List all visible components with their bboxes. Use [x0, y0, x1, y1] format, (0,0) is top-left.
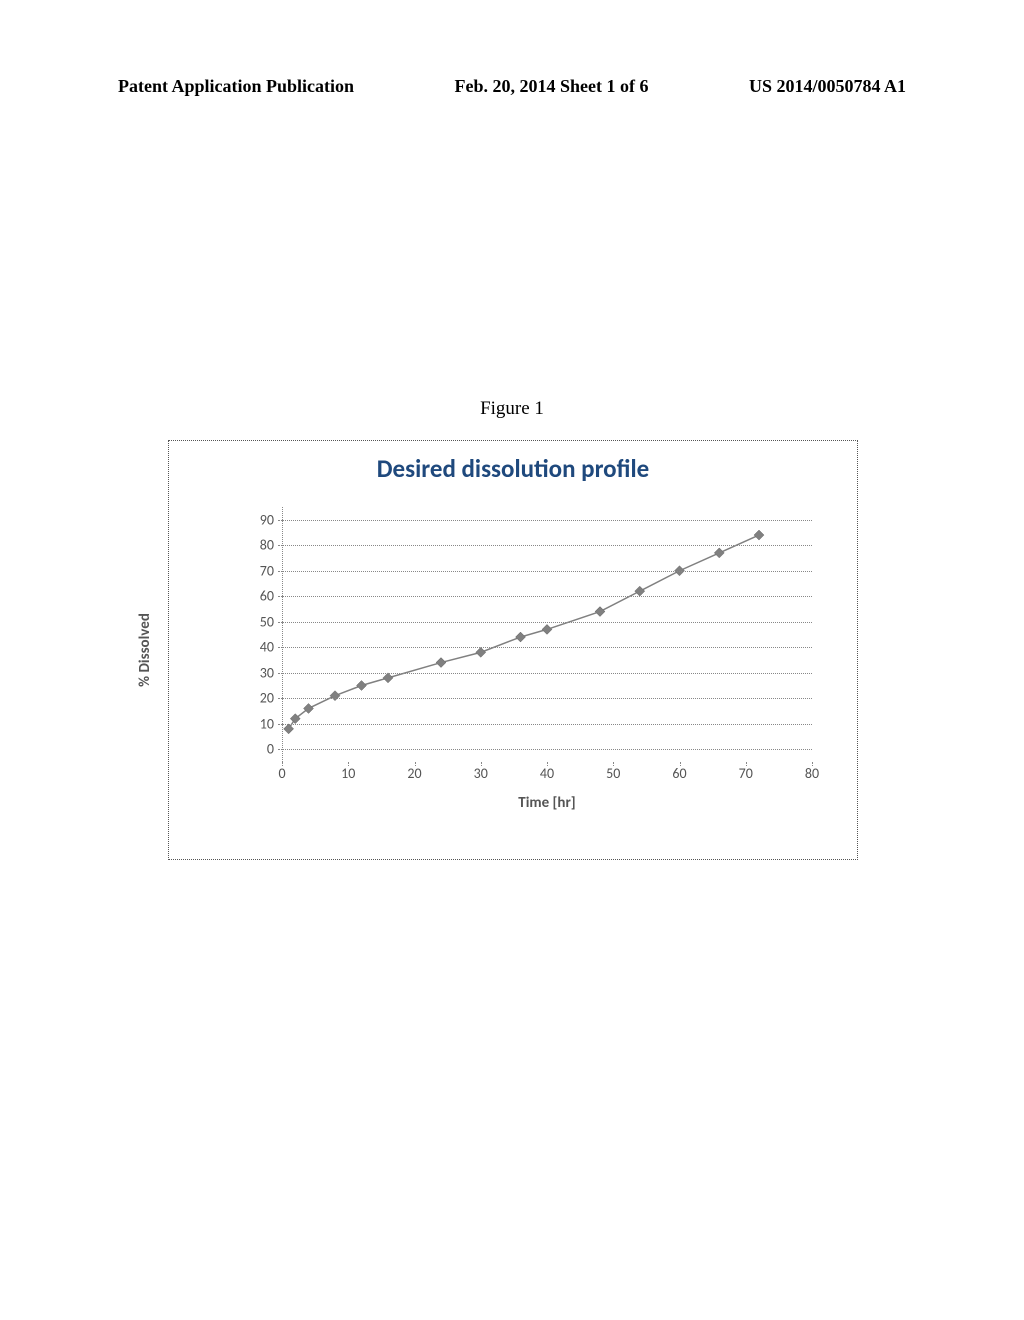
header-center: Feb. 20, 2014 Sheet 1 of 6	[455, 76, 649, 97]
gridline-h	[282, 647, 812, 648]
data-marker	[714, 548, 724, 558]
ytick	[278, 647, 282, 648]
ytick-label: 40	[242, 639, 274, 656]
data-marker	[754, 530, 764, 540]
chart-title: Desired dissolution profile	[169, 453, 857, 484]
ytick	[278, 724, 282, 725]
figure-label: Figure 1	[0, 398, 1024, 420]
gridline-h	[282, 749, 812, 750]
data-marker	[436, 658, 446, 668]
plot-area: Time [hr]	[282, 507, 812, 762]
ytick-label: 90	[242, 511, 274, 528]
ytick	[278, 571, 282, 572]
header-left: Patent Application Publication	[118, 76, 354, 97]
gridline-h	[282, 698, 812, 699]
ytick	[278, 673, 282, 674]
xtick-label: 70	[739, 765, 753, 782]
data-marker	[383, 673, 393, 683]
ytick-label: 50	[242, 613, 274, 630]
xtick-label: 0	[278, 765, 285, 782]
data-marker	[284, 724, 294, 734]
ytick-label: 70	[242, 562, 274, 579]
gridline-h	[282, 545, 812, 546]
ytick-label: 10	[242, 715, 274, 732]
ytick-label: 60	[242, 588, 274, 605]
x-axis-label: Time [hr]	[282, 794, 812, 812]
series-line	[289, 535, 759, 729]
data-marker	[357, 681, 367, 691]
xtick-label: 50	[606, 765, 620, 782]
gridline-h	[282, 520, 812, 521]
page-header: Patent Application Publication Feb. 20, …	[118, 76, 906, 97]
ytick	[278, 545, 282, 546]
ytick	[278, 749, 282, 750]
xtick-label: 80	[805, 765, 819, 782]
data-marker	[516, 632, 526, 642]
ytick	[278, 596, 282, 597]
gridline-h	[282, 596, 812, 597]
xtick-label: 20	[407, 765, 421, 782]
ytick-label: 30	[242, 664, 274, 681]
gridline-h	[282, 673, 812, 674]
data-marker	[476, 647, 486, 657]
ytick	[278, 622, 282, 623]
plot-container: Time [hr] 0 10 20 30 40 50 60 70 80 90 0 10 20 30 40 50…	[237, 507, 827, 787]
ytick-label: 20	[242, 690, 274, 707]
chart-container: Desired dissolution profile % Dissolved …	[168, 440, 858, 860]
y-axis-label: % Dissolved	[136, 613, 154, 687]
xtick-label: 10	[341, 765, 355, 782]
gridline-h	[282, 571, 812, 572]
data-marker	[542, 624, 552, 634]
ytick-label: 80	[242, 537, 274, 554]
gridline-h	[282, 622, 812, 623]
ytick-label: 0	[242, 741, 274, 758]
data-marker	[635, 586, 645, 596]
xtick-label: 60	[672, 765, 686, 782]
ytick	[278, 520, 282, 521]
gridline-h	[282, 724, 812, 725]
header-right: US 2014/0050784 A1	[749, 76, 906, 97]
xtick-label: 30	[474, 765, 488, 782]
xtick-label: 40	[540, 765, 554, 782]
data-marker	[595, 607, 605, 617]
ytick	[278, 698, 282, 699]
